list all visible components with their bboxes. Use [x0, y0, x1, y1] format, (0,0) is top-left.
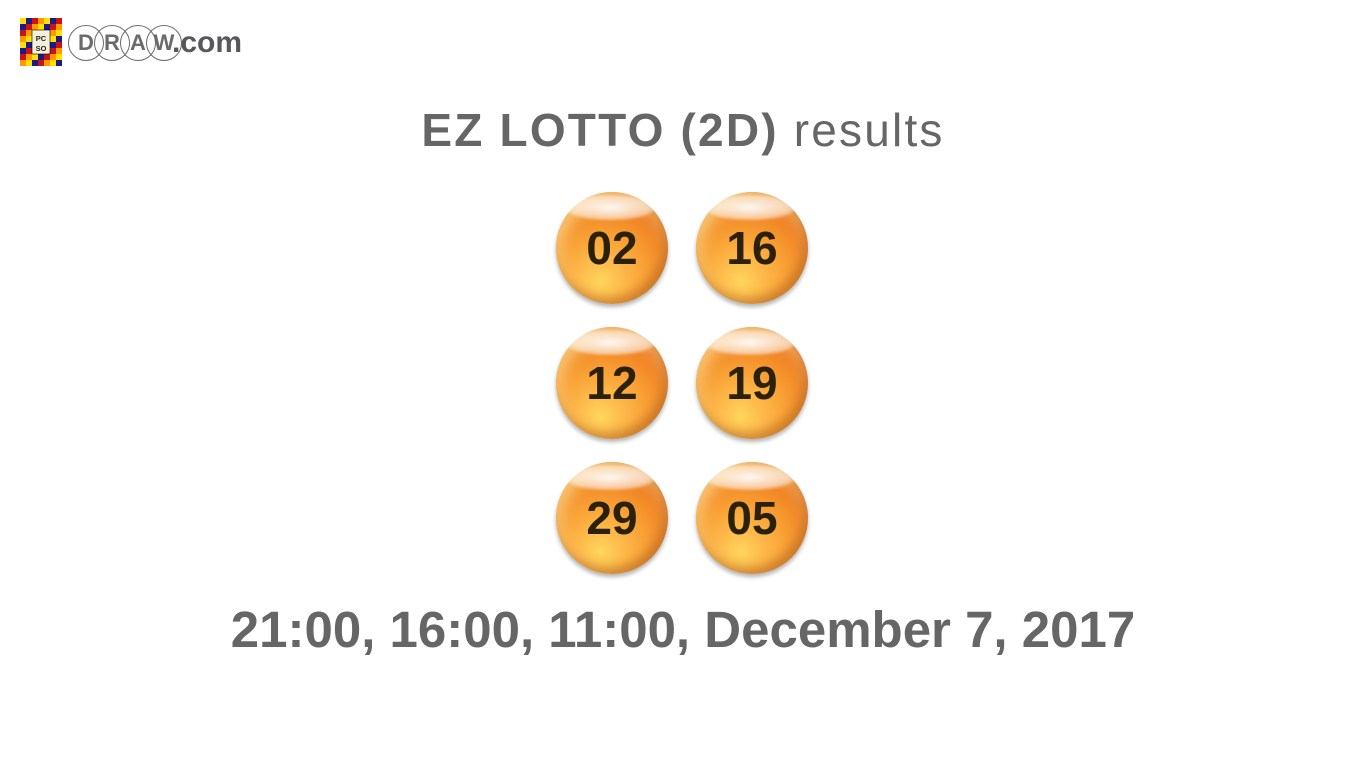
svg-text:PC: PC	[36, 34, 47, 43]
svg-text:SO: SO	[36, 44, 47, 53]
